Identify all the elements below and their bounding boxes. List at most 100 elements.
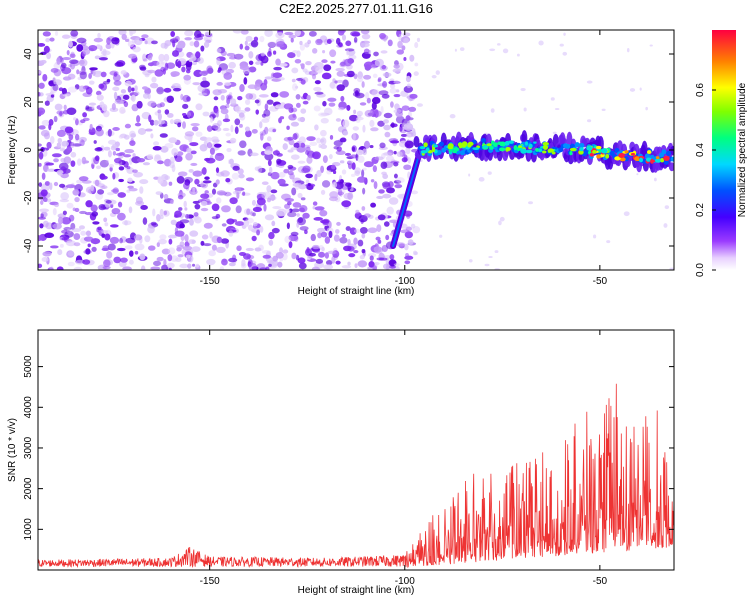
spectrogram-faint-blob	[649, 44, 653, 47]
spectrogram-noise-blob	[347, 160, 354, 164]
spectrogram-noise-blob	[270, 72, 276, 79]
spectrogram-noise-blob	[320, 189, 326, 195]
spectrogram-band-peak	[569, 151, 573, 156]
spectrogram-band-peak	[663, 155, 670, 161]
spectrogram-noise-blob	[139, 253, 146, 261]
spectrogram-noise-blob	[377, 120, 385, 127]
spectrogram-noise-blob	[371, 102, 377, 110]
spectrogram-noise-blob	[164, 175, 170, 180]
spectrogram-faint-blob	[528, 201, 534, 205]
colorbar-tick-label: 0.6	[695, 83, 706, 97]
spectrogram-noise-blob	[373, 246, 382, 253]
spectrogram-noise-blob	[249, 152, 259, 157]
snr-x-tick-label: -100	[395, 576, 415, 587]
spectrogram-band-peak	[419, 146, 426, 150]
spectrogram-noise-blob	[40, 59, 47, 64]
spectrogram-noise-blob	[107, 192, 115, 196]
spectrogram-noise-blob	[245, 130, 252, 138]
spectrogram-faint-blob	[520, 87, 526, 92]
spectrogram-noise-blob	[166, 95, 174, 104]
spectrogram-faint-blob	[407, 120, 411, 126]
spectrogram-band-peak	[518, 145, 523, 148]
spectrogram-noise-blob	[329, 49, 337, 58]
spectrogram-noise-blob	[38, 82, 45, 89]
spectrogram-noise-blob	[287, 211, 297, 218]
spectrogram-noise-blob	[156, 160, 164, 165]
spectrogram-noise-blob	[112, 172, 116, 180]
spectrogram-noise-blob	[317, 251, 326, 258]
spectrogram-band-peak	[482, 145, 489, 149]
spectrogram-noise-blob	[337, 188, 343, 197]
spectrogram-noise-blob	[120, 109, 126, 114]
spectrogram-noise-blob	[49, 182, 53, 191]
spectrogram-noise-blob	[341, 200, 352, 208]
spectrogram-noise-blob	[393, 93, 401, 98]
spectrogram-faint-blob	[554, 108, 560, 111]
spectrogram-band-peak	[453, 147, 460, 152]
spectrogram-noise-blob	[133, 171, 144, 178]
spectrogram-noise-blob	[375, 236, 381, 241]
spectrogram-noise-blob	[345, 40, 352, 47]
spectrogram-noise-blob	[121, 33, 127, 40]
spectrogram-noise-blob	[122, 266, 132, 270]
spectrogram-noise-blob	[103, 217, 108, 223]
spectrogram-noise-blob	[218, 63, 229, 71]
spectrogram-noise-blob	[321, 218, 331, 226]
spectrogram-noise-blob	[328, 221, 332, 229]
spectrogram-noise-blob	[369, 89, 378, 95]
spectrogram-noise-blob	[259, 35, 265, 43]
spectrogram-noise-blob	[99, 101, 105, 108]
spectrogram-noise-blob	[313, 86, 322, 92]
spectrogram-noise-blob	[364, 109, 374, 118]
spectrogram-noise-blob	[50, 85, 58, 94]
spectrogram-noise-blob	[228, 262, 236, 267]
spectrogram-noise-blob	[300, 79, 306, 85]
spectrogram-noise-blob	[273, 66, 282, 71]
spectrogram-noise-blob	[298, 262, 307, 270]
spectrogram-band-mid	[666, 151, 672, 157]
spectrogram-noise-blob	[263, 203, 267, 212]
spectrogram-noise-blob	[105, 43, 112, 50]
spectrogram-noise-blob	[344, 152, 352, 157]
spectrogram-noise-blob	[64, 126, 74, 134]
spectrogram-noise-blob	[79, 71, 87, 80]
spectrogram-noise-blob	[308, 252, 316, 257]
spectrogram-noise-blob	[159, 215, 164, 220]
spectrogram-noise-blob	[40, 129, 50, 137]
spectrogram-noise-blob	[279, 116, 285, 120]
spectrogram-noise-blob	[50, 94, 55, 98]
spectrogram-noise-blob	[118, 151, 126, 156]
spectrogram-noise-blob	[129, 130, 136, 139]
spectrogram-noise-blob	[299, 204, 308, 213]
spectrogram-noise-blob	[383, 221, 390, 227]
spectrogram-noise-blob	[264, 103, 269, 111]
spectrogram-faint-blob	[454, 48, 457, 52]
spectrogram-noise-blob	[373, 181, 378, 189]
spectrogram-noise-blob	[331, 255, 336, 264]
spectrogram-noise-blob	[108, 164, 114, 168]
spectrogram-noise-blob	[271, 220, 276, 227]
spectrogram-noise-blob	[293, 142, 300, 149]
spectrogram-noise-blob	[130, 133, 137, 138]
spectrogram-noise-blob	[266, 136, 272, 142]
spectrogram-noise-blob	[188, 168, 194, 173]
spectrogram-noise-blob	[328, 102, 336, 107]
spectrogram-noise-blob	[237, 168, 244, 175]
spectrogram-noise-blob	[62, 210, 67, 216]
spectrogram-noise-blob	[124, 38, 130, 42]
spectrogram-noise-blob	[287, 136, 294, 141]
spectrogram-y-axis-label: Frequency (Hz)	[7, 116, 18, 185]
spectrogram-noise-blob	[352, 132, 356, 141]
spectrogram-noise-blob	[124, 123, 131, 129]
spectrogram-band-peak	[423, 142, 428, 148]
spectrogram-noise-blob	[347, 183, 352, 190]
spectrogram-noise-blob	[251, 235, 257, 242]
spectrogram-noise-blob	[255, 109, 260, 115]
spectrogram-faint-blob	[629, 88, 636, 92]
spectrogram-noise-blob	[290, 231, 299, 237]
spectrogram-noise-blob	[409, 93, 418, 99]
spectrogram-noise-blob	[201, 167, 207, 175]
spectrogram-noise-blob	[266, 185, 272, 193]
spectrogram-noise-blob	[97, 32, 101, 38]
